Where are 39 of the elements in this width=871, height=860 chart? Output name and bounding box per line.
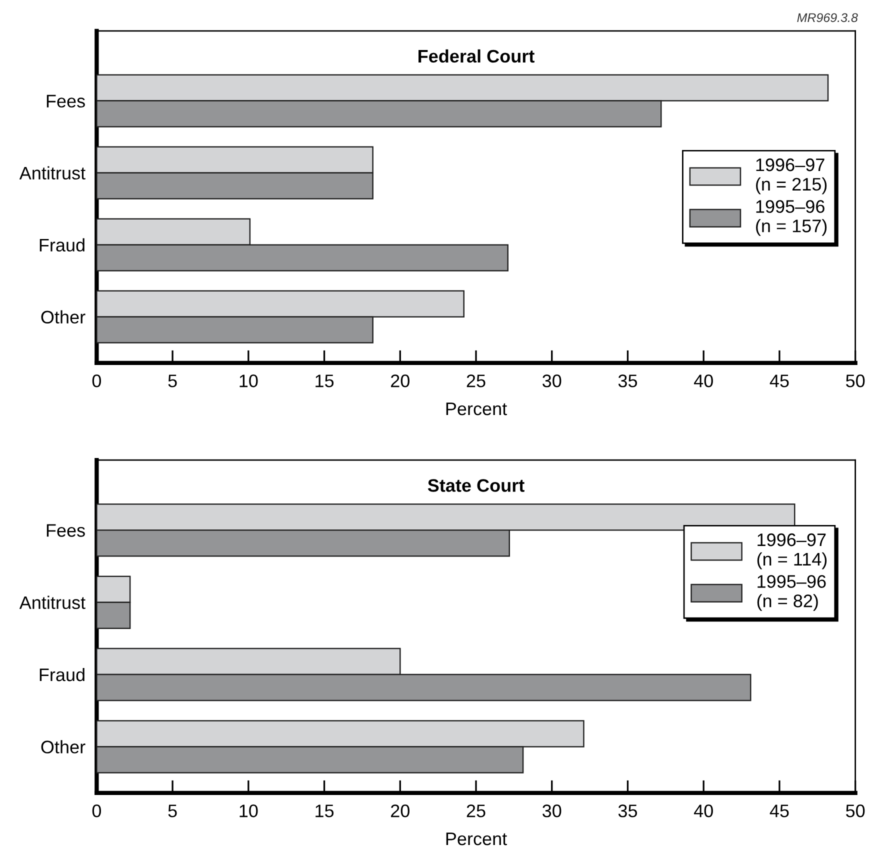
y-tick-label: Other [41, 310, 86, 324]
x-tick-label: 5 [168, 374, 177, 388]
y-tick-label: Fees [46, 94, 85, 108]
y-tick-label: Fraud [40, 238, 84, 252]
legend-label: 1996–97 (n = 114) [757, 533, 827, 570]
x-axis-title: Percent [446, 832, 507, 846]
x-tick-label: 30 [542, 374, 562, 388]
x-tick-label: 40 [694, 374, 713, 388]
text: State Court [428, 479, 524, 492]
legend-label: 1995–96 (n = 82) [757, 575, 826, 611]
x-tick-label: 0 [92, 374, 101, 388]
text: MR969.3.8 [797, 13, 858, 22]
x-tick-label: 40 [694, 804, 713, 818]
x-tick-label: 30 [542, 804, 562, 818]
text: Federal Court [418, 49, 534, 63]
y-tick-label: Antitrust [19, 166, 86, 180]
x-tick-label: 15 [316, 374, 334, 388]
x-tick-label: 20 [391, 804, 410, 818]
x-tick-label: 50 [846, 804, 865, 818]
x-axis-title: Percent [446, 402, 507, 416]
x-tick-label: 5 [168, 804, 177, 818]
x-tick-label: 45 [770, 374, 789, 388]
x-tick-label: 15 [316, 804, 334, 818]
x-tick-label: 25 [466, 374, 486, 388]
y-tick-label: Other [41, 740, 86, 754]
legend-label: 1996–97 (n = 215) [756, 158, 827, 194]
x-tick-label: 35 [618, 374, 638, 388]
x-tick-label: 25 [466, 804, 486, 818]
y-tick-label: Fees [46, 524, 85, 537]
x-tick-label: 45 [770, 804, 789, 818]
y-tick-label: Antitrust [19, 596, 86, 610]
x-tick-label: 0 [92, 804, 101, 818]
legend-label: 1995–96 (n = 157) [756, 200, 827, 236]
y-tick-label: Fraud [40, 668, 84, 682]
x-tick-label: 35 [618, 804, 638, 818]
x-tick-label: 10 [240, 374, 258, 388]
x-tick-label: 50 [846, 374, 865, 388]
x-tick-label: 10 [240, 804, 258, 818]
x-tick-label: 20 [391, 374, 410, 388]
